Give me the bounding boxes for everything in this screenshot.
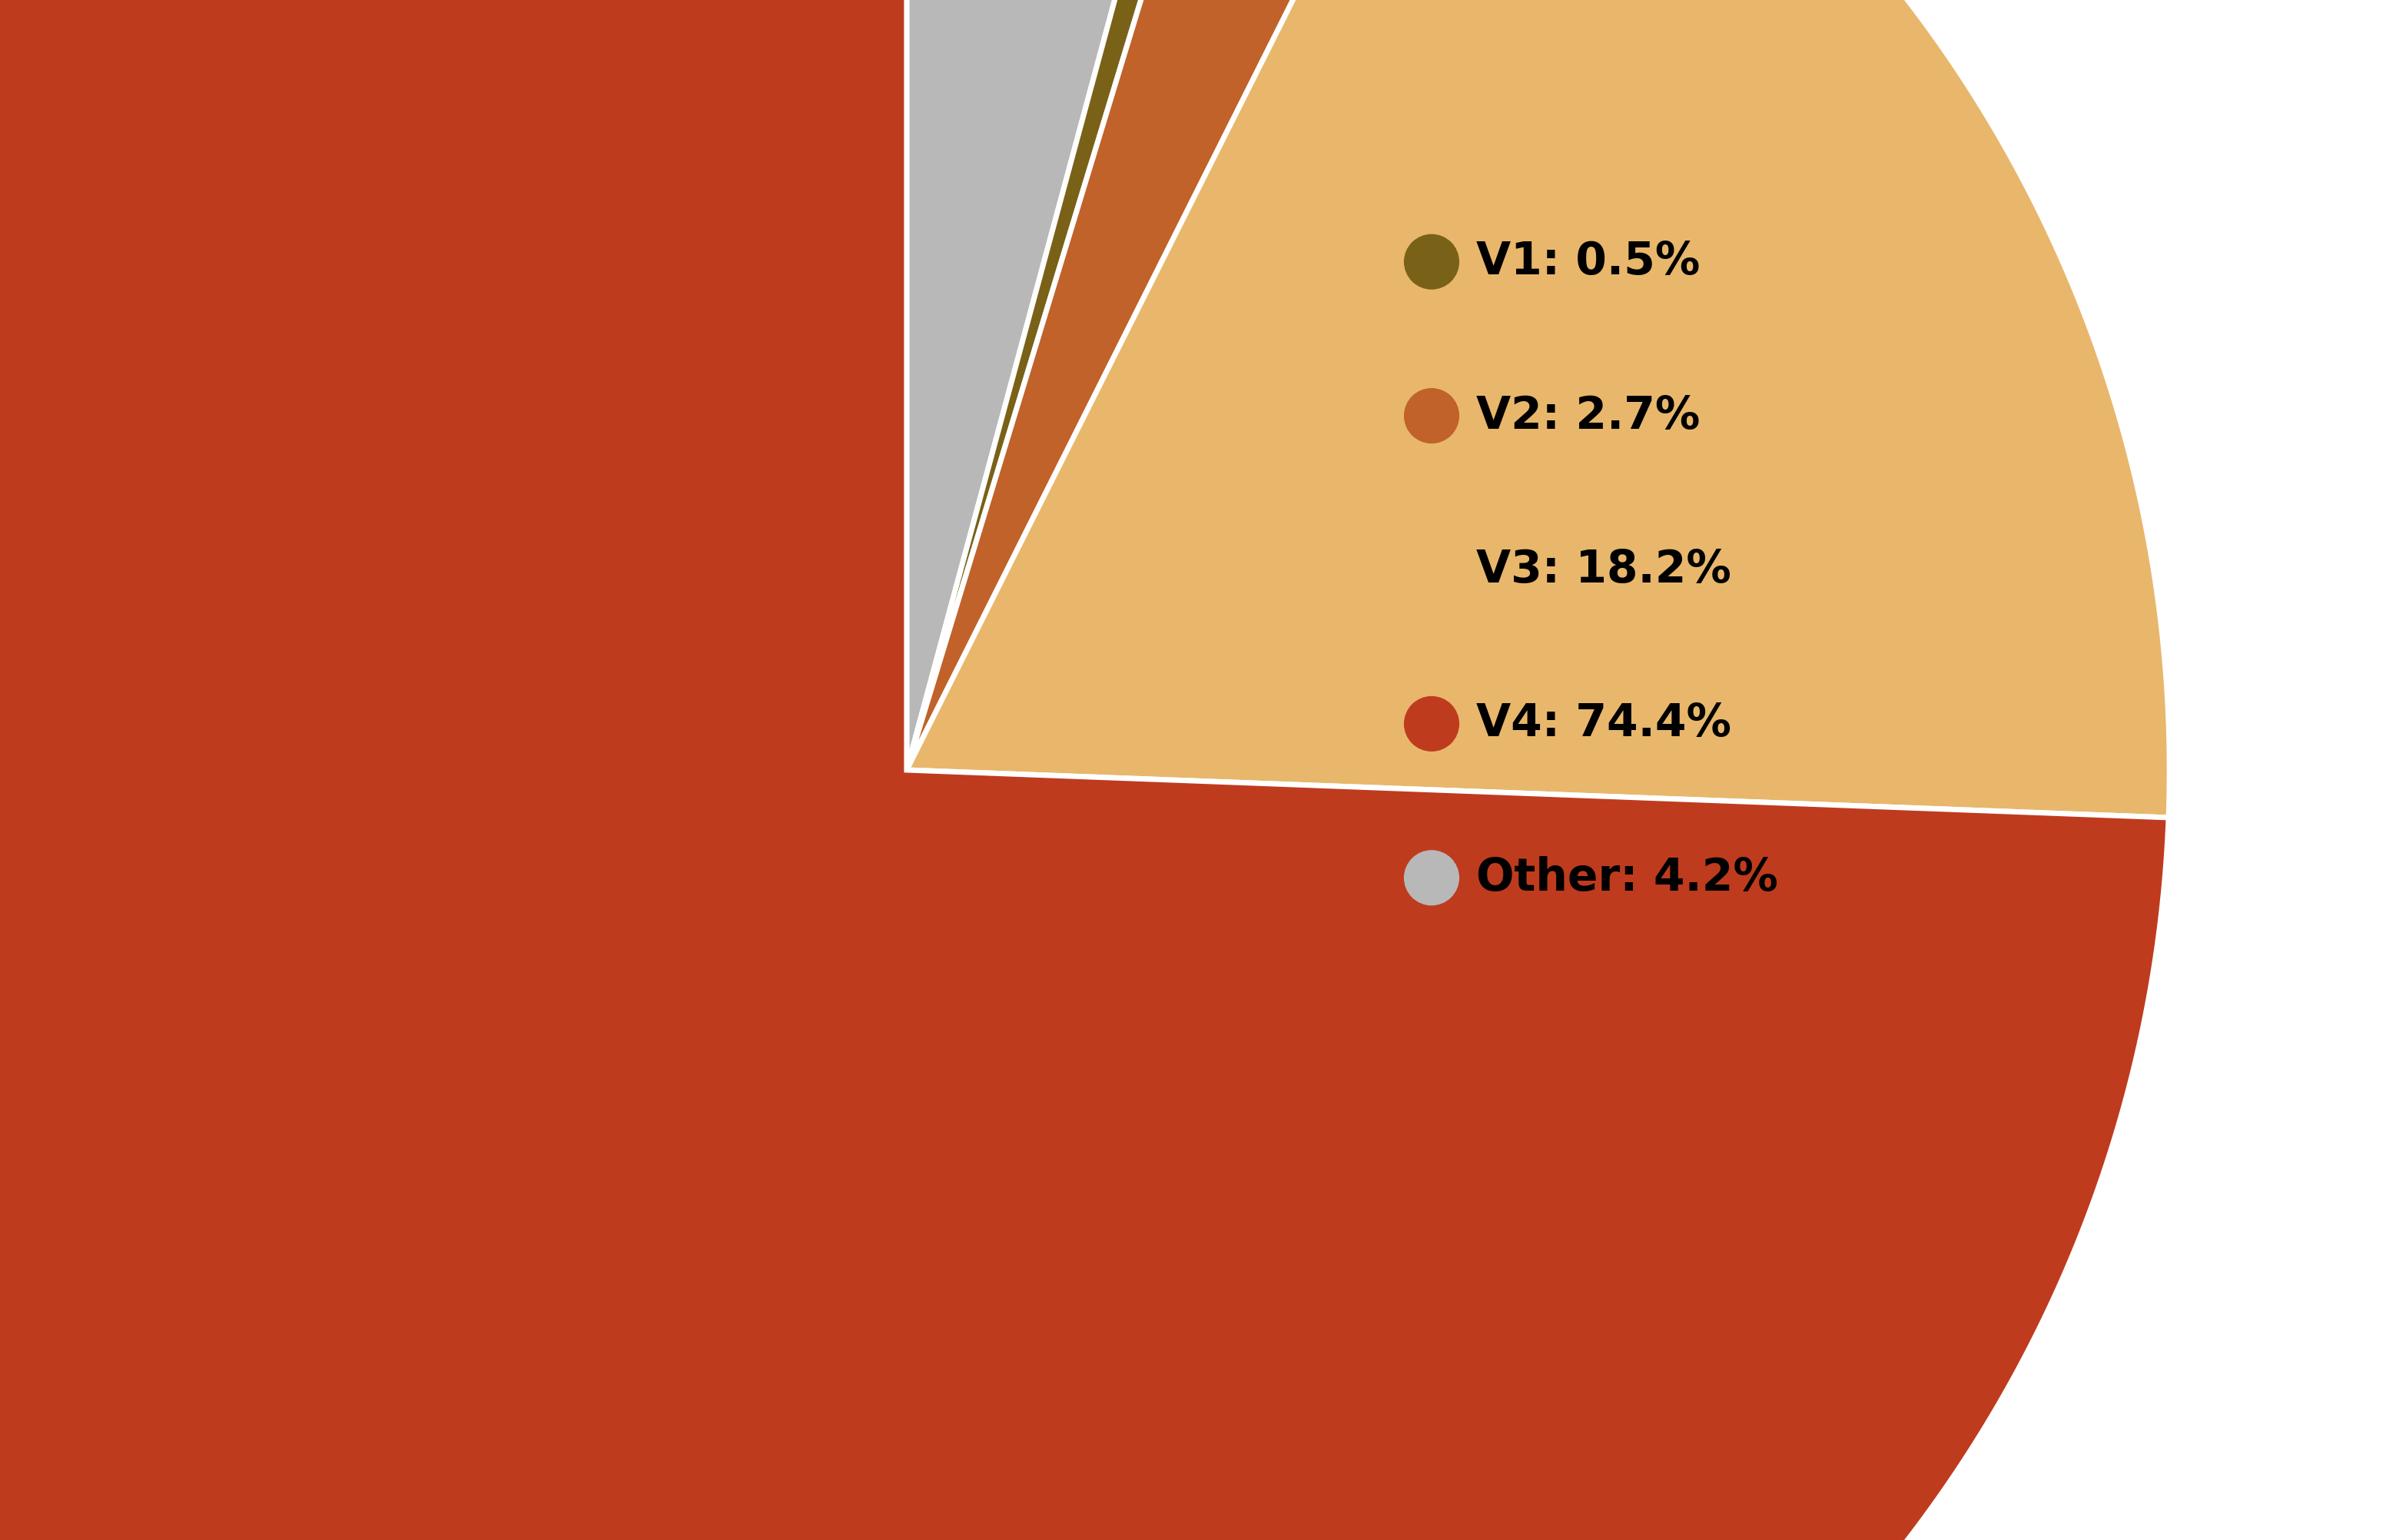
Polygon shape <box>907 0 2169 818</box>
Text: V4: 74.4%: V4: 74.4% <box>1477 702 1732 745</box>
Ellipse shape <box>1403 696 1460 752</box>
Text: V1: 0.5%: V1: 0.5% <box>1477 240 1699 283</box>
Text: V2: 2.7%: V2: 2.7% <box>1477 394 1699 437</box>
Polygon shape <box>907 0 1472 770</box>
Ellipse shape <box>1403 542 1460 598</box>
Ellipse shape <box>1403 388 1460 444</box>
Text: Other: 4.2%: Other: 4.2% <box>1477 856 1778 899</box>
Ellipse shape <box>1403 234 1460 290</box>
Polygon shape <box>907 0 1274 770</box>
Text: V3: 18.2%: V3: 18.2% <box>1477 548 1730 591</box>
Ellipse shape <box>1403 850 1460 906</box>
Polygon shape <box>0 0 2169 1540</box>
Polygon shape <box>907 0 1236 770</box>
